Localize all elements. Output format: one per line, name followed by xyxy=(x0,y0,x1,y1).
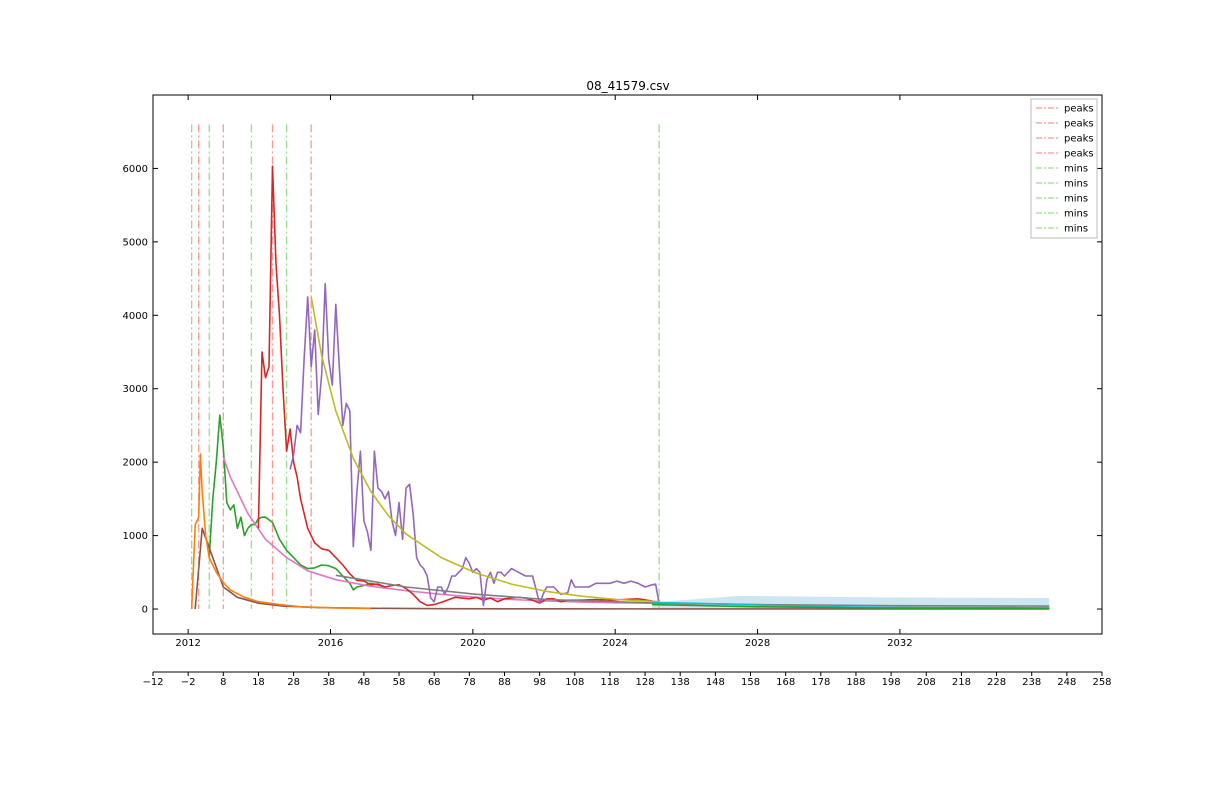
y-tick-label: 0 xyxy=(142,605,148,616)
week-tick-label: 68 xyxy=(428,677,441,688)
week-tick-label: 128 xyxy=(636,677,655,688)
peaks-mins-markers xyxy=(191,124,660,610)
series-line-2 xyxy=(257,165,660,607)
week-tick-label: 218 xyxy=(952,677,971,688)
week-tick-label: 148 xyxy=(706,677,725,688)
plot-area-frame xyxy=(152,94,1103,635)
y-tick-label: 2000 xyxy=(123,458,148,469)
legend: peaks peaks peaks peaks mins mins mins mins mins xyxy=(1030,98,1098,239)
year-tick-label: 2024 xyxy=(602,638,627,649)
chart-title: 08_41579.csv xyxy=(586,79,669,93)
legend-label-peaks: peaks xyxy=(1064,119,1094,130)
week-tick-label: 208 xyxy=(917,677,936,688)
series-line-4 xyxy=(310,296,660,603)
y-tick-label: 3000 xyxy=(123,384,148,395)
y-tick-label: 4000 xyxy=(123,311,148,322)
series-line-7 xyxy=(335,574,1050,607)
series-lines xyxy=(190,165,1050,610)
y-tick-label: 6000 xyxy=(123,164,148,175)
year-tick-label: 2020 xyxy=(460,638,485,649)
week-tick-label: 238 xyxy=(1022,677,1041,688)
week-tick-label: −2 xyxy=(181,677,196,688)
legend-label-mins: mins xyxy=(1064,164,1088,175)
week-tick-label: 138 xyxy=(671,677,690,688)
legend-label-peaks: peaks xyxy=(1064,134,1094,145)
legend-label-mins: mins xyxy=(1064,194,1088,205)
year-tick-label: 2016 xyxy=(318,638,343,649)
y-tick-label: 1000 xyxy=(123,531,148,542)
week-tick-label: 158 xyxy=(741,677,760,688)
week-tick-label: 88 xyxy=(498,677,511,688)
week-tick-label: 108 xyxy=(565,677,584,688)
legend-label-mins: mins xyxy=(1064,179,1088,190)
week-tick-label: 198 xyxy=(882,677,901,688)
week-tick-label: 48 xyxy=(358,677,371,688)
week-tick-label: 58 xyxy=(393,677,406,688)
week-tick-label: 188 xyxy=(846,677,865,688)
series-line-6 xyxy=(190,453,371,610)
year-tick-label: 2032 xyxy=(887,638,912,649)
week-tick-label: 178 xyxy=(811,677,830,688)
week-tick-label: 8 xyxy=(220,677,226,688)
week-tick-label: 78 xyxy=(463,677,476,688)
series-line-5 xyxy=(194,527,1050,610)
series-line-1 xyxy=(222,456,660,604)
year-tick-label: 2012 xyxy=(175,638,200,649)
year-tick-label: 2028 xyxy=(745,638,770,649)
week-tick-label: 228 xyxy=(987,677,1006,688)
series-line-9 xyxy=(652,603,1050,610)
week-tick-label: 248 xyxy=(1057,677,1076,688)
legend-label-mins: mins xyxy=(1064,209,1088,220)
legend-label-peaks: peaks xyxy=(1064,149,1094,160)
series-line-0 xyxy=(208,414,386,591)
week-tick-label: 258 xyxy=(1092,677,1111,688)
y-axis: 0 1000 2000 3000 4000 5000 6000 xyxy=(123,164,1102,616)
x-axis-years: 2012 2016 2020 2024 2028 2032 xyxy=(175,95,913,649)
week-tick-label: 168 xyxy=(776,677,795,688)
series-line-3 xyxy=(289,282,660,607)
week-tick-label: 28 xyxy=(287,677,300,688)
x-axis-weeks: −12 −2 8 18 28 38 48 58 68 78 88 98 108 118 128 138 148 1… xyxy=(142,671,1112,688)
y-tick-label: 5000 xyxy=(123,237,148,248)
week-tick-label: 18 xyxy=(252,677,265,688)
week-tick-label: 38 xyxy=(322,677,335,688)
legend-label-peaks: peaks xyxy=(1064,104,1094,115)
week-tick-label: 98 xyxy=(533,677,546,688)
week-tick-label: −12 xyxy=(142,677,163,688)
week-tick-label: 118 xyxy=(600,677,619,688)
legend-label-mins: mins xyxy=(1064,224,1088,235)
